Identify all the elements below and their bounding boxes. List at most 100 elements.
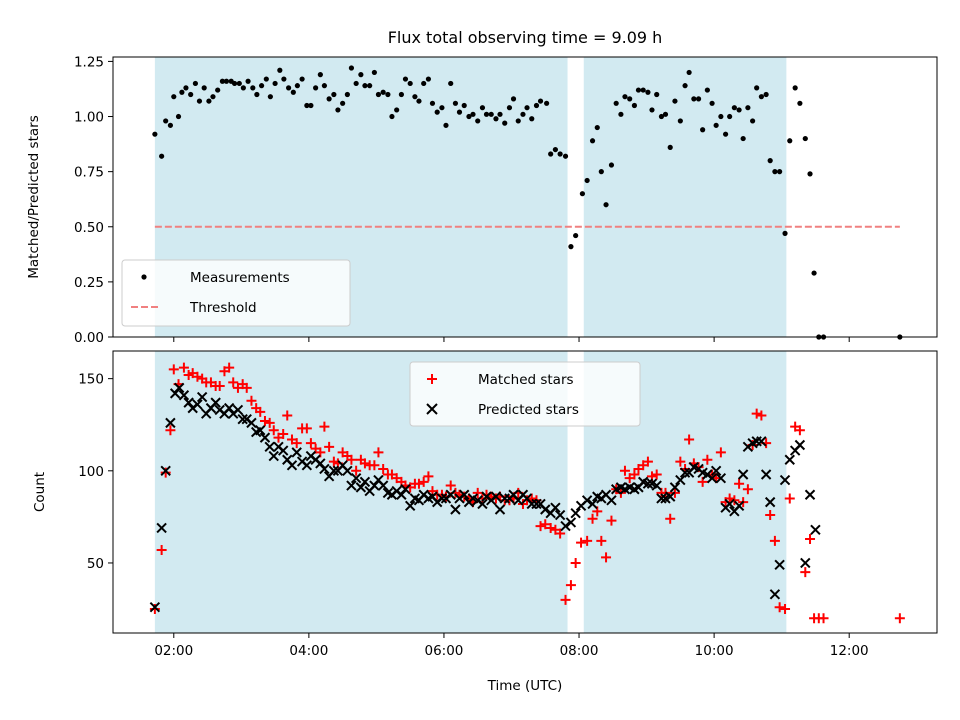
predicted-point (810, 524, 821, 535)
x-tick-label: 06:00 (424, 643, 463, 659)
predicted-point (436, 493, 448, 504)
measurement-point (398, 91, 404, 98)
x-tick-label: 08:00 (560, 643, 599, 659)
matched-point (264, 417, 275, 428)
measurement-point (219, 78, 226, 84)
matched-point (642, 456, 653, 467)
measurement-point (695, 96, 702, 102)
matched-point (582, 535, 593, 546)
measurement-point (223, 78, 230, 84)
matched-point (751, 408, 762, 419)
predicted-point (581, 495, 593, 506)
measurement-point (277, 67, 283, 73)
measurement-point (736, 107, 742, 113)
predicted-point (642, 478, 654, 489)
measurement-point (792, 85, 798, 91)
predicted-point (459, 489, 470, 500)
measurement-point (709, 100, 715, 106)
y-tick-label: 150 (78, 372, 104, 388)
matched-point (606, 515, 617, 526)
measurement-point (740, 135, 746, 142)
matched-point (619, 465, 630, 476)
matched-point (800, 567, 811, 578)
measurement-point (603, 202, 609, 208)
measurement-point (175, 113, 182, 120)
measurement-point (479, 105, 486, 111)
measurement-point (672, 98, 678, 104)
legend-label: Measurements (190, 270, 290, 286)
measurement-point (618, 111, 624, 117)
predicted-point (346, 480, 357, 491)
predicted-point (606, 495, 617, 506)
matched-point (178, 362, 189, 373)
predicted-point (165, 417, 176, 429)
measurement-point (179, 89, 185, 95)
matched-point (702, 454, 713, 465)
predicted-point (565, 517, 577, 528)
measurement-point (727, 113, 733, 120)
legend-label: Predicted stars (478, 402, 579, 418)
matched-point (780, 604, 791, 615)
legend-marker (426, 403, 438, 415)
matched-point (359, 458, 370, 469)
predicted-point (350, 472, 362, 484)
matched-point (587, 513, 598, 524)
measurement-point (281, 76, 287, 82)
matched-point (373, 447, 384, 458)
measurement-point (231, 80, 238, 87)
matched-point (742, 484, 753, 495)
predicted-point (450, 504, 461, 515)
measurement-point (461, 102, 467, 109)
matched-point (351, 465, 362, 476)
measurement-point (631, 102, 638, 109)
measurement-point (573, 232, 579, 239)
measurement-point (466, 113, 472, 120)
predicted-point (550, 502, 561, 513)
measurement-point (520, 111, 526, 117)
measurement-point (763, 91, 769, 98)
matched-point (413, 478, 424, 489)
predicted-point (540, 504, 551, 515)
measurement-point (215, 87, 221, 93)
matched-point (149, 604, 160, 615)
measurement-point (608, 162, 615, 168)
predicted-point (319, 463, 330, 475)
predicted-point (359, 476, 371, 488)
predicted-point (784, 454, 795, 465)
measurement-point (152, 131, 158, 137)
predicted-point (149, 601, 161, 613)
predicted-point (178, 390, 190, 401)
measurement-point (344, 91, 350, 98)
measurement-point (425, 76, 432, 82)
measurement-point (380, 89, 386, 95)
measurement-point (654, 91, 660, 98)
matched-point (805, 534, 816, 544)
predicted-point (369, 480, 380, 491)
predicted-point (477, 498, 488, 510)
predicted-point (737, 469, 749, 480)
measurement-point (443, 122, 449, 128)
matched-point (228, 377, 239, 388)
predicted-point (779, 474, 791, 486)
measurement-point (568, 244, 574, 250)
measurement-point (267, 94, 273, 100)
axes-frame (112, 350, 938, 634)
predicted-point (342, 465, 353, 477)
predicted-point (774, 559, 785, 571)
measurement-point (750, 118, 756, 124)
matched-point (684, 434, 695, 445)
measurement-point (544, 100, 550, 106)
measurement-point (421, 80, 427, 87)
predicted-point (760, 469, 772, 480)
measurement-point (362, 83, 368, 89)
measurement-point (272, 80, 278, 87)
matched-point (535, 521, 546, 532)
predicted-point (756, 436, 767, 447)
y-tick-label: 0.50 (74, 220, 104, 236)
measurement-point (682, 83, 688, 89)
matched-point (160, 467, 171, 478)
measurement-point (394, 107, 400, 113)
measurement-point (700, 127, 706, 133)
legend-label: Matched stars (478, 372, 574, 388)
measurement-point (797, 100, 803, 106)
